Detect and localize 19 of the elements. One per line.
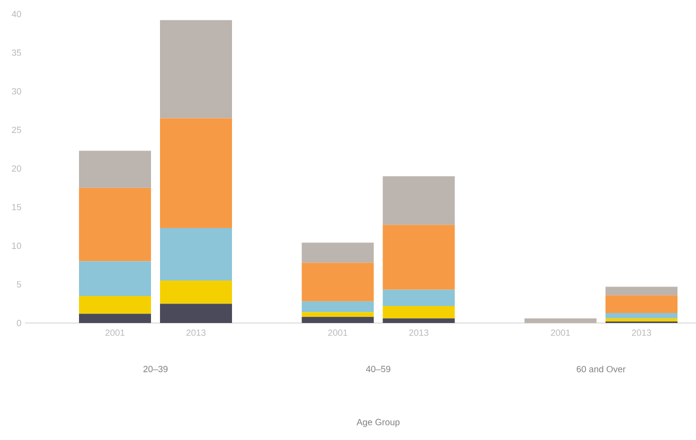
y-tick-label: 40 [12,10,22,18]
x-tick-label: 2013 [632,330,652,336]
x-tick-label: 2001 [550,330,570,336]
y-tick-label: 35 [12,49,22,56]
y-tick-label: 10 [12,242,22,249]
text: Age Group [356,418,400,428]
text: 20–39 [143,366,168,372]
y-tick-label: 0 [16,320,22,326]
text: 60 and Over [576,366,626,372]
text: 40–59 [366,366,390,372]
y-tick-label: 15 [12,204,22,210]
y-tick-label: 5 [16,281,22,288]
y-tick-label: 25 [12,126,22,134]
x-tick-label: 2001 [328,330,348,336]
y-tick-label: 30 [12,88,22,94]
x-tick-label: 2013 [409,330,428,336]
x-tick-label: 2013 [186,330,206,336]
y-tick-label: 20 [12,165,22,172]
x-tick-label: 2001 [105,330,125,336]
